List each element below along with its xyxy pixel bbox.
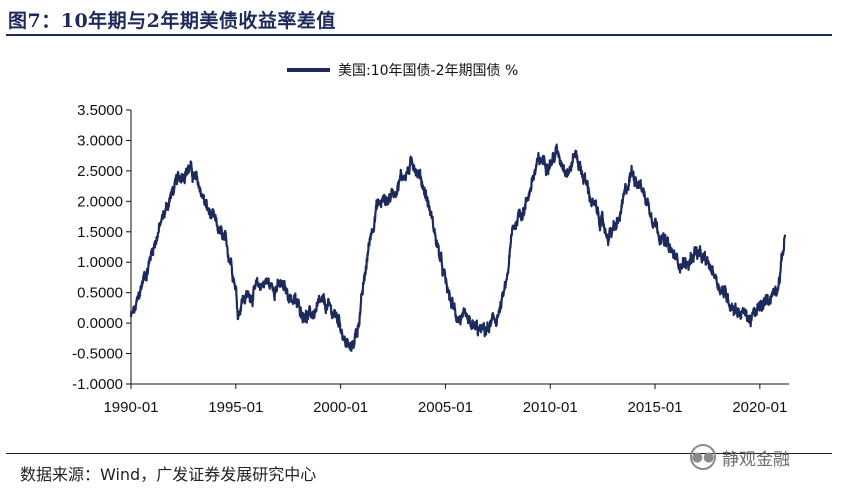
x-tick-label: 1990-01 [103, 399, 158, 416]
legend-label: 美国:10年国债-2年期国债 % [338, 63, 518, 79]
y-tick-label: 2.0000 [77, 193, 123, 210]
footer-rule [6, 453, 832, 454]
y-tick-label: 3.5000 [77, 102, 123, 119]
y-tick-label: 1.0000 [77, 254, 123, 271]
y-tick-label: 3.0000 [77, 132, 123, 149]
legend: 美国:10年国债-2年期国债 % [287, 63, 518, 79]
watermark-text: 静观金融 [722, 449, 790, 470]
y-tick-label: 0.0000 [77, 315, 123, 332]
y-tick-label: 0.5000 [77, 285, 123, 302]
x-axis: 1990-01 1995-01 2000-01 2005-01 2010-01 2015-… [103, 383, 789, 416]
y-tick-label: -0.5000 [72, 346, 123, 363]
y-tick-label: -1.0000 [72, 376, 123, 393]
x-tick-label: 2010-01 [523, 399, 578, 416]
title-rule [6, 34, 832, 36]
source-note: 数据来源：Wind，广发证券发展研究中心 [20, 465, 317, 484]
wechat-icon: ●● [690, 444, 716, 470]
x-tick-label: 1995-01 [208, 399, 263, 416]
x-tick-label: 2020-01 [732, 399, 787, 416]
y-axis: 3.5000 3.0000 2.5000 2.0000 1.5000 1.0000 0.50… [72, 102, 132, 393]
watermark: ●● 静观金融 [690, 444, 790, 470]
figure-title: 图7：10年期与2年期美债收益率差值 [8, 10, 336, 32]
x-tick-label: 2005-01 [418, 399, 473, 416]
y-tick-label: 1.5000 [77, 224, 123, 241]
series-layer [129, 143, 787, 352]
series-line [129, 143, 787, 352]
spread-line-chart: 美国:10年国债-2年期国债 % 3.5000 3.0000 2.5000 2.000… [72, 63, 789, 416]
x-tick-label: 2000-01 [313, 399, 368, 416]
x-tick-label: 2015-01 [628, 399, 683, 416]
y-tick-label: 2.5000 [77, 163, 123, 180]
